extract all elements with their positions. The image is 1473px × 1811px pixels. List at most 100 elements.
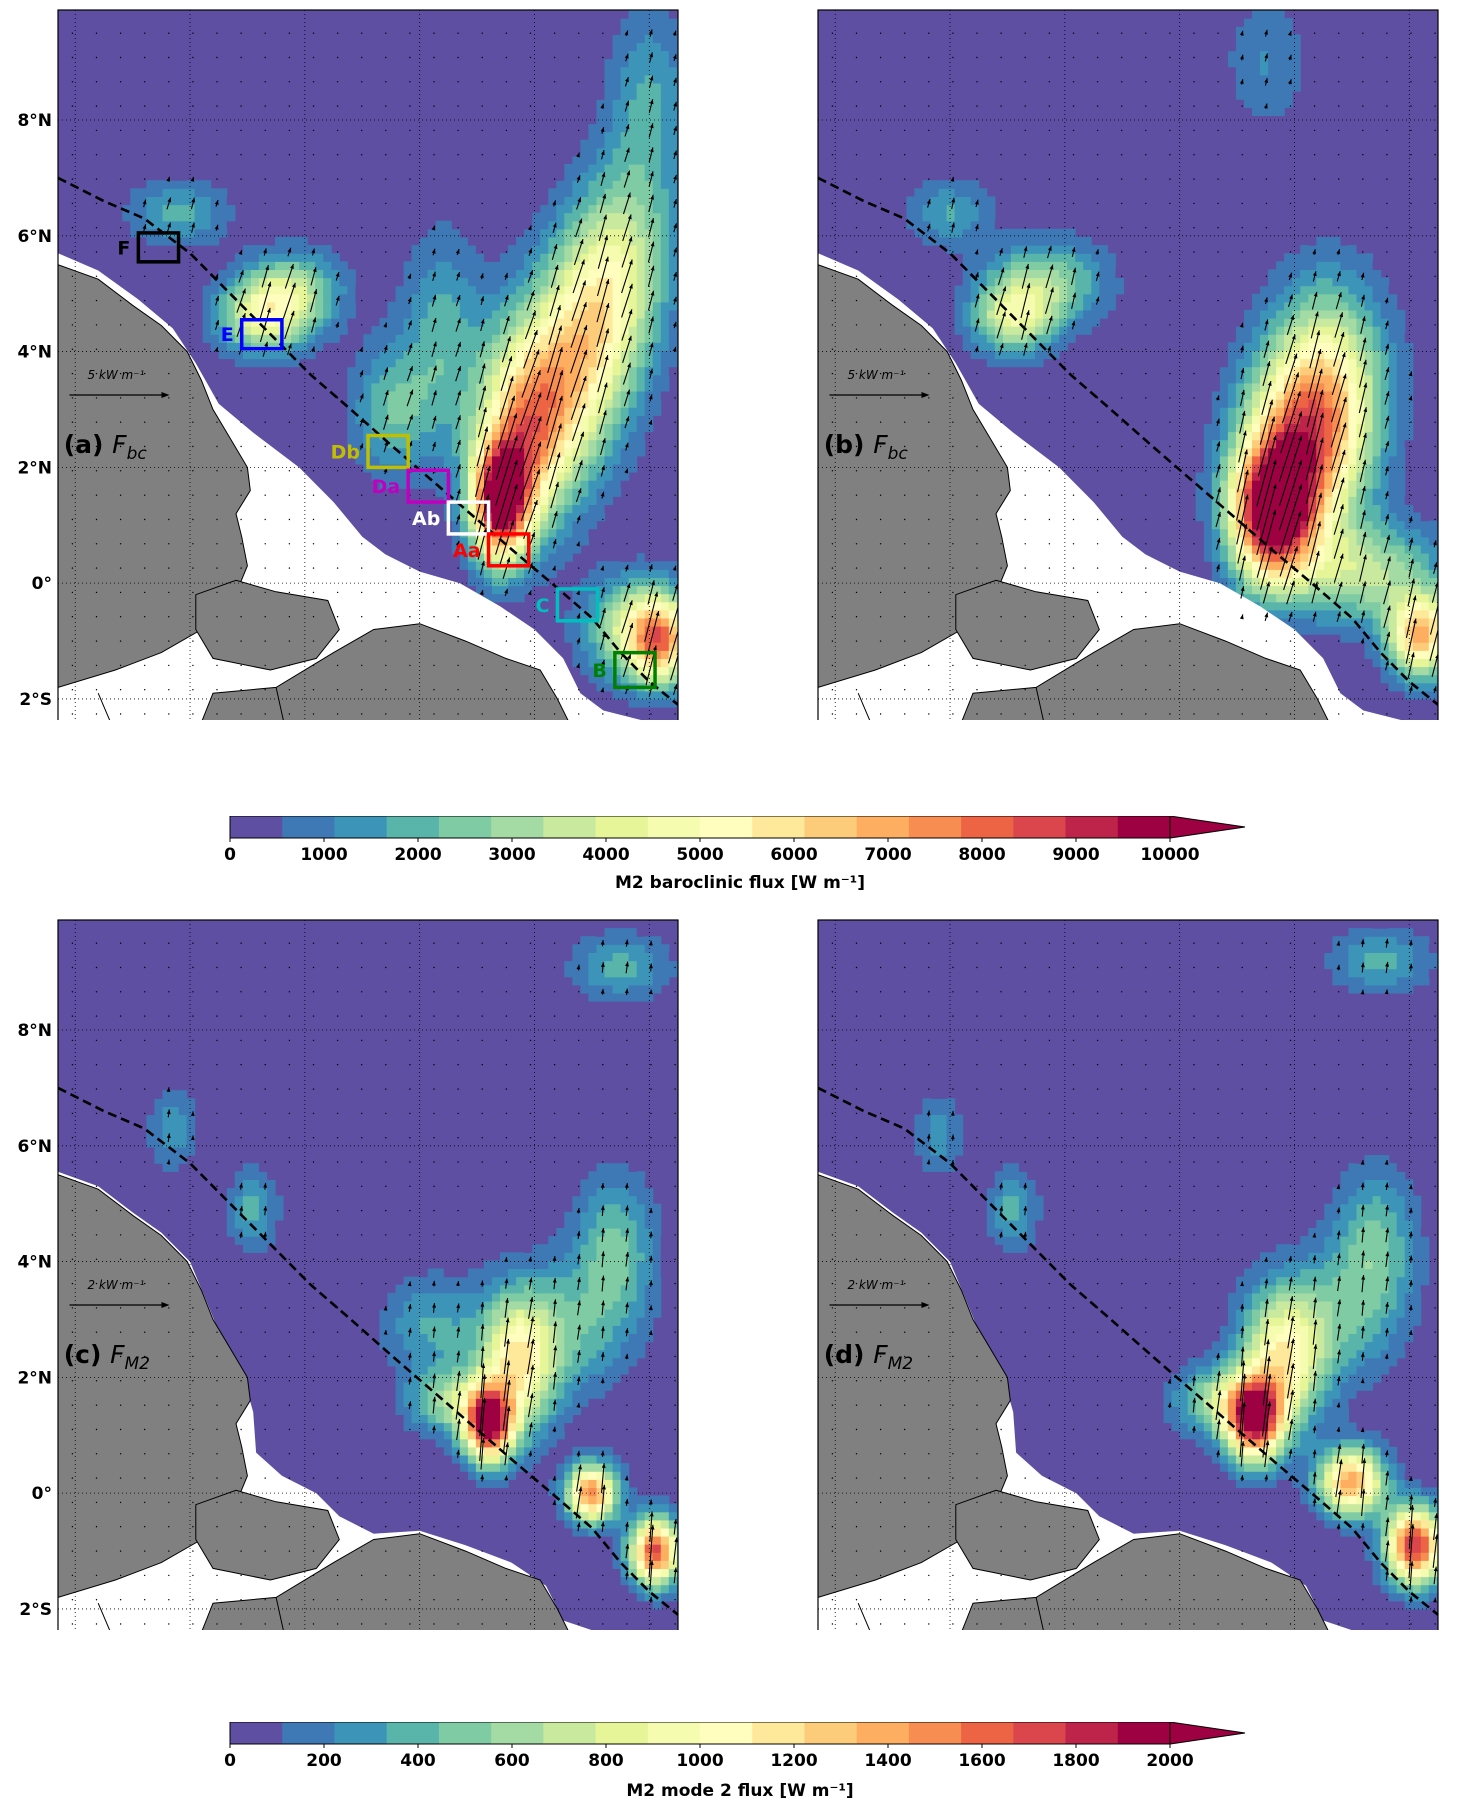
lat-tick-label: 2°S [19, 1600, 52, 1620]
panel-d: 53°W51°W49°W47°W45°W43°W2 kW m⁻¹(d) FM2 [760, 910, 1473, 1630]
colorbar-swatch [961, 1722, 1014, 1744]
colorbar-swatch [700, 1722, 753, 1744]
region-box-c [555, 587, 600, 623]
colorbar-tick-label: 10000 [1140, 845, 1199, 865]
colorbar-swatch [1117, 816, 1171, 838]
lat-tick-label: 4°N [17, 1253, 52, 1273]
colorbar-tick-label: 9000 [1052, 845, 1099, 865]
scale-arrow-label: 5 kW m⁻¹ [87, 368, 144, 382]
colorbar-swatch [700, 816, 753, 838]
colorbar-tick-label: 1600 [958, 1751, 1005, 1771]
colorbar-tick-label: 1200 [770, 1751, 817, 1771]
colorbar-tick-label: 1800 [1052, 1751, 1099, 1771]
region-box-e [239, 317, 284, 351]
panel-label: (c) FM2 [64, 1340, 150, 1374]
lat-tick-label: 2°S [19, 690, 52, 710]
colorbar-swatch [804, 1722, 858, 1744]
colorbar-swatch [856, 1722, 910, 1744]
land-marajo [195, 1489, 340, 1581]
colorbar-tick-label: 600 [494, 1751, 530, 1771]
isobath-line [818, 176, 1438, 706]
region-box-b [613, 650, 657, 690]
colorbar-tick-label: 6000 [770, 845, 817, 865]
map-frame [57, 9, 679, 720]
colorbar-swatch [334, 1722, 388, 1744]
colorbar-swatch [647, 816, 701, 838]
flux-arrows [831, 29, 1438, 715]
panel-label: (a) Fbc [64, 430, 148, 464]
colorbar-tick-label: 7000 [864, 845, 911, 865]
colorbar-tick-label: 8000 [958, 845, 1005, 865]
colorbar-swatch [1117, 1722, 1171, 1744]
colorbar-swatch [908, 1722, 962, 1744]
panel-c: 53°W51°W49°W47°W45°W43°W8°N6°N4°N2°N0°2°… [0, 910, 700, 1630]
map-frame [817, 919, 1439, 1630]
panel-label: (b) Fbc [824, 430, 909, 464]
colorbar-mode2: 0 200 400 600 800 1000 1200 1400 1600 1800 2000 [220, 1721, 1260, 1792]
colorbar-swatch [334, 816, 388, 838]
lat-tick-label: 4°N [17, 343, 52, 363]
colorbar-swatch [386, 816, 440, 838]
region-label-e: E [221, 324, 234, 346]
colorbar-tick-label: 1000 [300, 845, 347, 865]
scale-arrow-label: 2 kW m⁻¹ [847, 1278, 904, 1292]
land-marajo [955, 1489, 1100, 1581]
isobath-line [818, 1086, 1438, 1616]
colorbar-swatch [961, 816, 1014, 838]
colorbar-swatch [438, 1722, 492, 1744]
gridlines [818, 10, 1438, 720]
lat-tick-label: 0° [32, 1484, 52, 1504]
colorbar-swatch [230, 816, 283, 838]
lat-tick-label: 6°N [17, 1137, 52, 1157]
map-b: 53°W51°W49°W47°W45°W43°W5 kW m⁻¹(b) Fbc [817, 9, 1439, 720]
flux-arrows [831, 938, 1438, 1625]
lat-tick-label: 2°N [17, 458, 52, 478]
colorbar-tick-label: 1400 [864, 1751, 911, 1771]
scale-arrow-label: 2 kW m⁻¹ [87, 1278, 144, 1292]
colorbar-tick-label: 4000 [582, 845, 629, 865]
colorbar-swatch [282, 816, 335, 838]
map-c: 53°W51°W49°W47°W45°W43°W8°N6°N4°N2°N0°2°… [17, 919, 679, 1630]
map-frame [57, 919, 679, 1630]
colorbar-swatch [908, 816, 962, 838]
colorbar-swatch [543, 1722, 597, 1744]
colorbar-swatch [491, 816, 544, 838]
colorbar-swatch [804, 816, 858, 838]
lat-tick-label: 0° [32, 574, 52, 594]
colorbar-tick-label: 400 [400, 1751, 436, 1771]
colorbar-swatch [1013, 816, 1067, 838]
colorbar-tick-label: 800 [588, 1751, 624, 1771]
colorbar-tick-label: 2000 [394, 845, 441, 865]
colorbar-swatch [386, 1722, 440, 1744]
colorbar-swatch [856, 816, 910, 838]
colorbar-swatch [647, 1722, 701, 1744]
region-label-f: F [117, 237, 130, 259]
region-label-db: Db [331, 441, 360, 463]
colorbar-swatch [1013, 1722, 1067, 1744]
map-a: 53°W51°W49°W47°W45°W43°W8°N6°N4°N2°N0°2°… [17, 9, 679, 720]
land-marajo [955, 579, 1100, 671]
colorbar-tick-label: 3000 [488, 845, 535, 865]
flux-arrows [71, 939, 678, 1625]
colorbar-swatch [1065, 1722, 1119, 1744]
colorbar-swatch [543, 816, 597, 838]
colorbar-extend [1169, 1721, 1246, 1745]
colorbar-baroclinic: 0 1000 2000 3000 4000 5000 6000 7000 8000 9000 100… [220, 815, 1260, 886]
region-label-ab: Ab [412, 508, 440, 530]
land-marajo [195, 579, 340, 671]
flux-field [146, 928, 678, 1610]
colorbar-extend [1169, 815, 1246, 839]
colorbar-tick-label: 2000 [1146, 1751, 1193, 1771]
isobath-line [58, 1086, 678, 1616]
colorbar-swatch [1065, 816, 1119, 838]
panel-b: 53°W51°W49°W47°W45°W43°W5 kW m⁻¹(b) Fbc [760, 0, 1473, 720]
lat-tick-label: 8°N [17, 111, 52, 131]
map-frame [817, 9, 1439, 720]
colorbar-swatch [752, 1722, 805, 1744]
colorbar-swatch [230, 1722, 283, 1744]
panel-label: (d) FM2 [824, 1340, 913, 1374]
region-box-aa [486, 532, 531, 568]
panel-a: 53°W51°W49°W47°W45°W43°W8°N6°N4°N2°N0°2°… [0, 0, 700, 720]
lat-tick-label: 2°N [17, 1368, 52, 1388]
region-box-da [406, 468, 451, 504]
